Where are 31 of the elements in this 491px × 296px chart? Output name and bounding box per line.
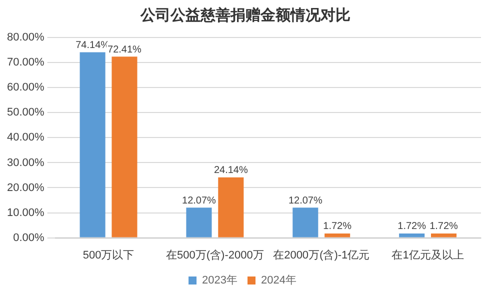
y-tick-label: 40.00% <box>6 132 45 144</box>
data-label: 12.07% <box>288 195 322 206</box>
bar <box>292 208 318 238</box>
bar <box>218 177 244 238</box>
bar <box>186 208 212 238</box>
legend-label: 2024年 <box>261 274 296 287</box>
y-tick-label: 80.00% <box>6 32 45 44</box>
x-tick-label: 500万以下 <box>82 248 134 262</box>
bar <box>399 233 425 238</box>
bar <box>112 56 138 238</box>
legend-label: 2023年 <box>202 274 238 287</box>
y-tick-label: 30.00% <box>6 156 45 169</box>
bar <box>324 233 350 238</box>
bar <box>80 52 106 238</box>
y-tick-label: 20.00% <box>6 182 45 194</box>
x-tick-label: 在1亿元及以上 <box>392 248 464 262</box>
y-tick-label: 50.00% <box>6 106 45 119</box>
y-tick-label: 60.00% <box>6 82 45 94</box>
x-tick-label: 在2000万(含)-1亿元 <box>273 248 370 262</box>
data-label: 1.72% <box>430 221 458 232</box>
data-label: 1.72% <box>398 221 426 232</box>
chart-title: 公司公益慈善捐赠金额情况对比 <box>139 5 352 26</box>
x-tick-label: 在500万(含)-2000万 <box>166 248 264 262</box>
bar <box>430 233 457 238</box>
data-label: 24.14% <box>214 165 248 176</box>
y-tick-label: 70.00% <box>6 56 45 69</box>
y-tick-label: 10.00% <box>6 206 45 219</box>
data-label: 72.41% <box>108 44 142 56</box>
data-label: 12.07% <box>182 195 216 206</box>
y-tick-label: 0.00% <box>13 232 45 244</box>
data-label: 1.72% <box>323 221 352 232</box>
